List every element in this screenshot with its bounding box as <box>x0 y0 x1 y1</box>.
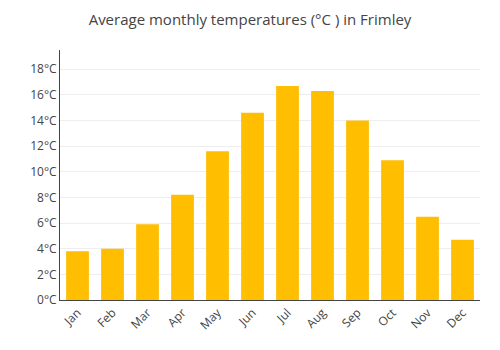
svg-text:0°C: 0°C <box>37 291 57 308</box>
svg-text:8°C: 8°C <box>37 189 57 206</box>
svg-text:Jul: Jul <box>272 304 294 326</box>
svg-text:6°C: 6°C <box>37 214 57 231</box>
svg-text:Nov: Nov <box>407 304 435 332</box>
svg-text:Feb: Feb <box>93 304 119 330</box>
svg-text:Average monthly temperatures (: Average monthly temperatures (°C ) in Fr… <box>89 9 412 29</box>
svg-text:16°C: 16°C <box>30 86 57 103</box>
svg-text:Apr: Apr <box>164 304 190 330</box>
svg-text:Dec: Dec <box>443 304 470 331</box>
svg-text:Aug: Aug <box>302 304 330 332</box>
svg-text:12°C: 12°C <box>30 137 57 154</box>
svg-text:Sep: Sep <box>338 304 365 331</box>
svg-text:Jun: Jun <box>234 304 259 329</box>
svg-text:10°C: 10°C <box>30 163 57 180</box>
svg-text:2°C: 2°C <box>37 266 57 283</box>
svg-text:14°C: 14°C <box>30 112 57 129</box>
svg-text:Oct: Oct <box>374 304 400 330</box>
svg-text:18°C: 18°C <box>30 60 57 77</box>
svg-text:May: May <box>196 304 225 333</box>
svg-text:Jan: Jan <box>60 304 85 329</box>
svg-text:Mar: Mar <box>127 304 155 332</box>
svg-text:4°C: 4°C <box>37 240 57 257</box>
